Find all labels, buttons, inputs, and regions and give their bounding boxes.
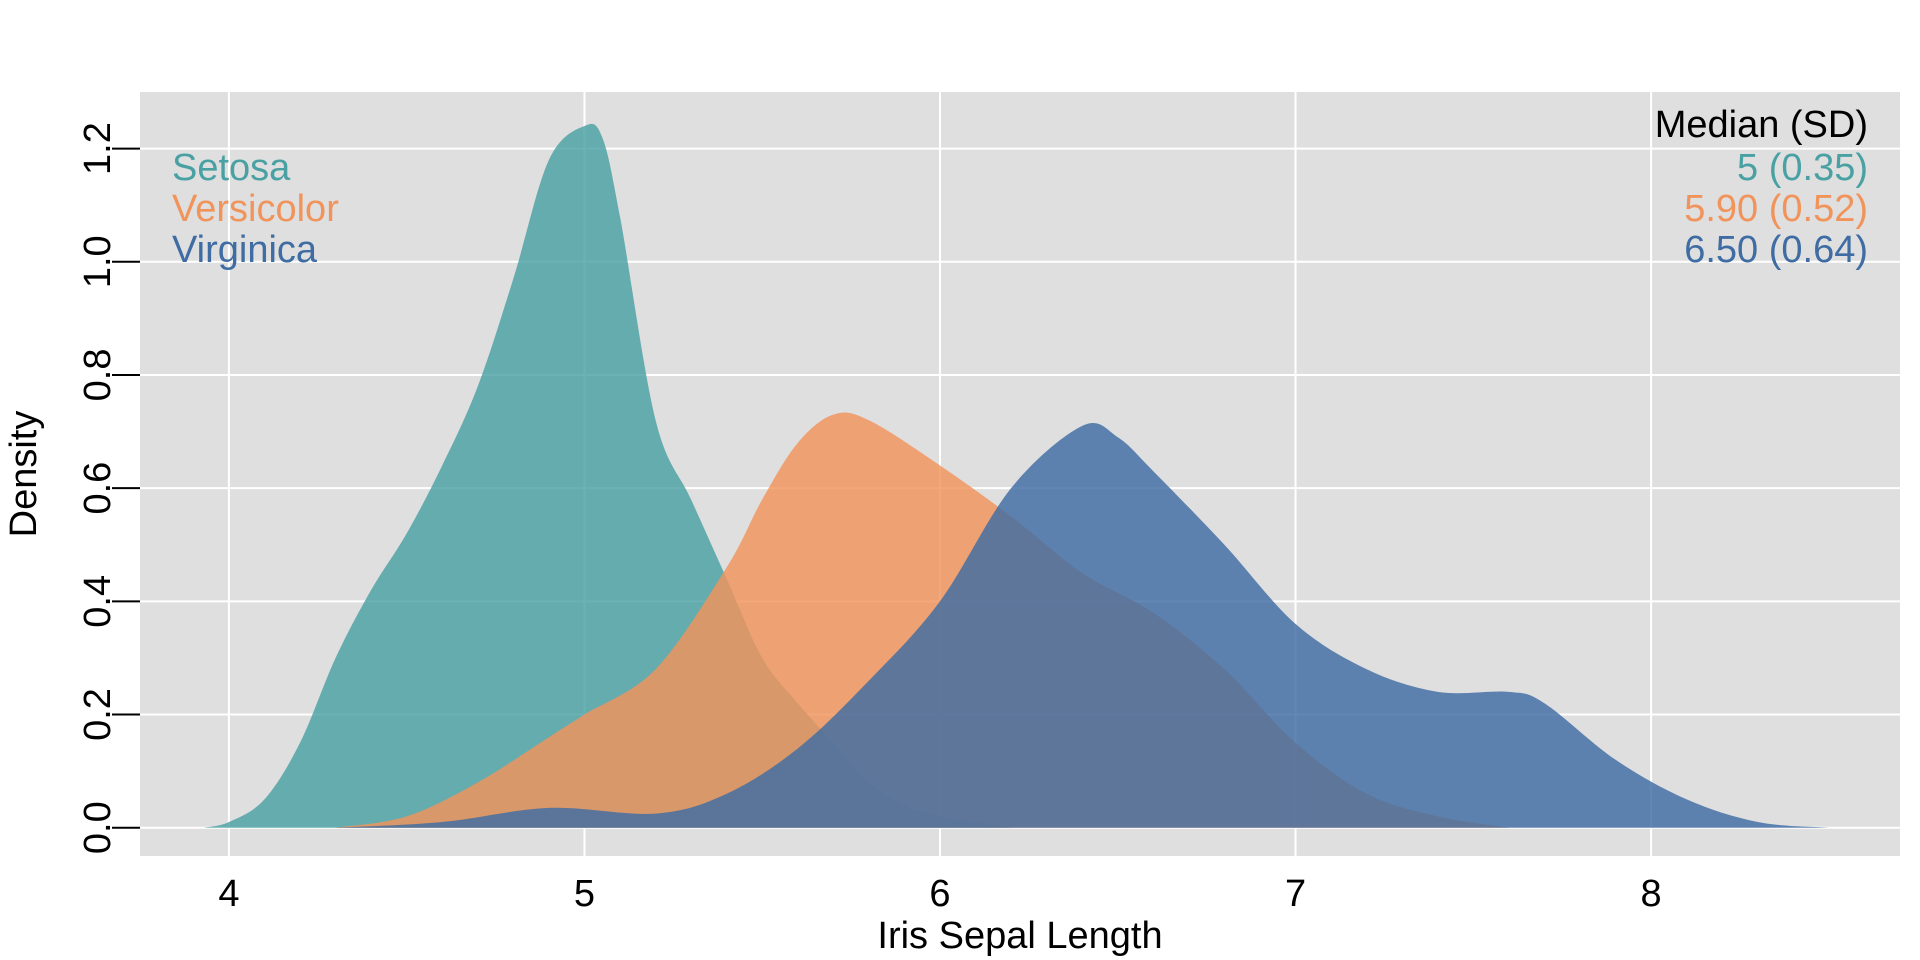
y-tick-label: 0.2	[77, 688, 119, 741]
x-tick-label: 5	[574, 873, 595, 915]
density-areas	[204, 123, 1829, 828]
y-tick-label: 0.6	[77, 462, 119, 515]
stats-header: Median (SD)	[1655, 104, 1868, 146]
x-tick-label: 8	[1641, 873, 1662, 915]
median-sd-legend: Median (SD)5 (0.35)5.90 (0.52)6.50 (0.64…	[1655, 104, 1868, 271]
y-tick-label: 0.8	[77, 349, 119, 402]
stat-value-setosa: 5 (0.35)	[1737, 147, 1868, 189]
density-area-setosa	[204, 123, 1012, 828]
stat-value-virginica: 6.50 (0.64)	[1684, 229, 1868, 271]
x-tick-label: 7	[1285, 873, 1306, 915]
stat-value-versicolor: 5.90 (0.52)	[1684, 188, 1868, 230]
y-tick-label: 1.0	[77, 235, 119, 288]
y-axis-title: Density	[3, 411, 45, 538]
x-axis: 4 5 6 7 8	[218, 873, 1661, 915]
legend-label-virginica: Virginica	[172, 229, 318, 271]
x-tick-label: 4	[218, 873, 239, 915]
x-axis-title: Iris Sepal Length	[877, 915, 1162, 957]
y-tick-label: 1.2	[77, 122, 119, 175]
legend-label-setosa: Setosa	[172, 147, 291, 189]
legend-label-versicolor: Versicolor	[172, 188, 339, 230]
y-tick-label: 0.4	[77, 575, 119, 628]
density-area-virginica	[335, 423, 1829, 828]
y-tick-label: 0.0	[77, 801, 119, 854]
x-tick-label: 6	[929, 873, 950, 915]
y-axis: 0.0 0.2 0.4 0.6 0.8 1.0 1.2	[77, 122, 140, 854]
